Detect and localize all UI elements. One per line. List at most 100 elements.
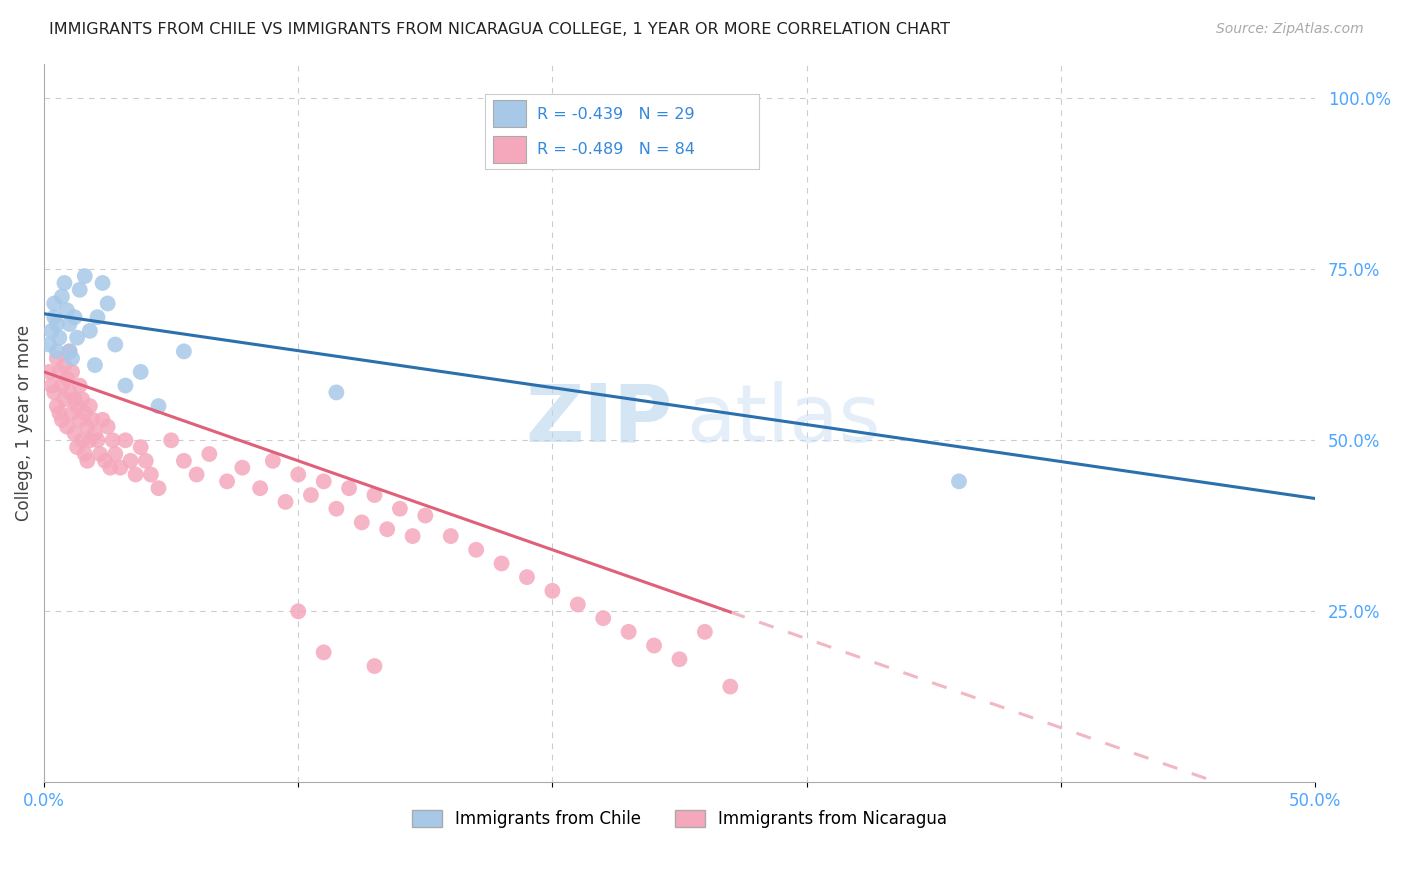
Point xyxy=(38,337,60,351)
Text: ZIP: ZIP xyxy=(526,381,673,458)
Point xyxy=(66,399,89,413)
Point xyxy=(173,344,195,359)
Point xyxy=(63,310,86,325)
Bar xyxy=(494,101,526,127)
Point xyxy=(63,426,86,441)
Point xyxy=(66,331,89,345)
Point xyxy=(217,475,239,489)
Point xyxy=(388,501,411,516)
Point xyxy=(567,598,589,612)
Point xyxy=(415,508,437,523)
Point xyxy=(948,475,970,489)
Point xyxy=(274,495,297,509)
Point xyxy=(249,481,271,495)
Point xyxy=(60,406,83,420)
Point xyxy=(45,344,67,359)
Point xyxy=(53,358,76,372)
Point xyxy=(114,378,136,392)
Point xyxy=(58,317,80,331)
Point xyxy=(198,447,221,461)
Point xyxy=(129,440,152,454)
Legend: Immigrants from Chile, Immigrants from Nicaragua: Immigrants from Chile, Immigrants from N… xyxy=(405,804,953,835)
Point xyxy=(718,680,741,694)
Point xyxy=(45,317,67,331)
Point xyxy=(325,385,347,400)
Point xyxy=(94,454,117,468)
Point xyxy=(363,488,385,502)
Point xyxy=(312,475,335,489)
Point xyxy=(76,419,98,434)
Point xyxy=(41,324,63,338)
Point xyxy=(69,378,91,392)
Bar xyxy=(494,136,526,162)
Point xyxy=(299,488,322,502)
Text: R = -0.439   N = 29: R = -0.439 N = 29 xyxy=(537,107,695,121)
Point xyxy=(160,434,183,448)
Point xyxy=(97,296,120,310)
Point xyxy=(41,378,63,392)
Point xyxy=(53,392,76,407)
Point xyxy=(231,460,253,475)
Point xyxy=(51,378,73,392)
Point xyxy=(375,522,398,536)
Point xyxy=(56,372,79,386)
Point xyxy=(186,467,208,482)
Point xyxy=(363,659,385,673)
Point xyxy=(58,385,80,400)
Point xyxy=(53,276,76,290)
Point xyxy=(129,365,152,379)
Point xyxy=(287,467,309,482)
Point xyxy=(101,434,124,448)
Point xyxy=(51,413,73,427)
Text: R = -0.489   N = 84: R = -0.489 N = 84 xyxy=(537,142,695,157)
Point xyxy=(693,624,716,639)
Point xyxy=(73,269,96,284)
Point xyxy=(70,392,93,407)
Point xyxy=(91,276,114,290)
Point xyxy=(44,310,66,325)
Point xyxy=(45,351,67,366)
Point xyxy=(84,426,107,441)
Text: atlas: atlas xyxy=(686,381,880,458)
Point xyxy=(73,406,96,420)
Point xyxy=(56,303,79,318)
Point xyxy=(124,467,146,482)
Point xyxy=(668,652,690,666)
Point xyxy=(97,419,120,434)
Point xyxy=(617,624,640,639)
Point xyxy=(643,639,665,653)
Point xyxy=(120,454,142,468)
Point xyxy=(401,529,423,543)
Point xyxy=(73,447,96,461)
Point xyxy=(114,434,136,448)
Point xyxy=(350,516,373,530)
Point xyxy=(76,454,98,468)
Point xyxy=(325,501,347,516)
Point xyxy=(60,365,83,379)
Point xyxy=(148,399,170,413)
Point xyxy=(89,447,111,461)
Point xyxy=(79,399,101,413)
Point xyxy=(51,290,73,304)
Point xyxy=(79,434,101,448)
Point xyxy=(70,434,93,448)
Point xyxy=(98,460,121,475)
Point xyxy=(465,542,488,557)
Point xyxy=(58,344,80,359)
Point xyxy=(135,454,157,468)
Point xyxy=(491,557,513,571)
Point xyxy=(312,645,335,659)
Point xyxy=(148,481,170,495)
Y-axis label: College, 1 year or more: College, 1 year or more xyxy=(15,326,32,521)
Point xyxy=(86,434,108,448)
Point xyxy=(541,583,564,598)
Point xyxy=(516,570,538,584)
Point xyxy=(69,413,91,427)
Point xyxy=(48,406,70,420)
Point xyxy=(91,413,114,427)
Text: IMMIGRANTS FROM CHILE VS IMMIGRANTS FROM NICARAGUA COLLEGE, 1 YEAR OR MORE CORRE: IMMIGRANTS FROM CHILE VS IMMIGRANTS FROM… xyxy=(49,22,950,37)
Point xyxy=(45,399,67,413)
Point xyxy=(592,611,614,625)
Point xyxy=(104,447,127,461)
Point xyxy=(44,296,66,310)
